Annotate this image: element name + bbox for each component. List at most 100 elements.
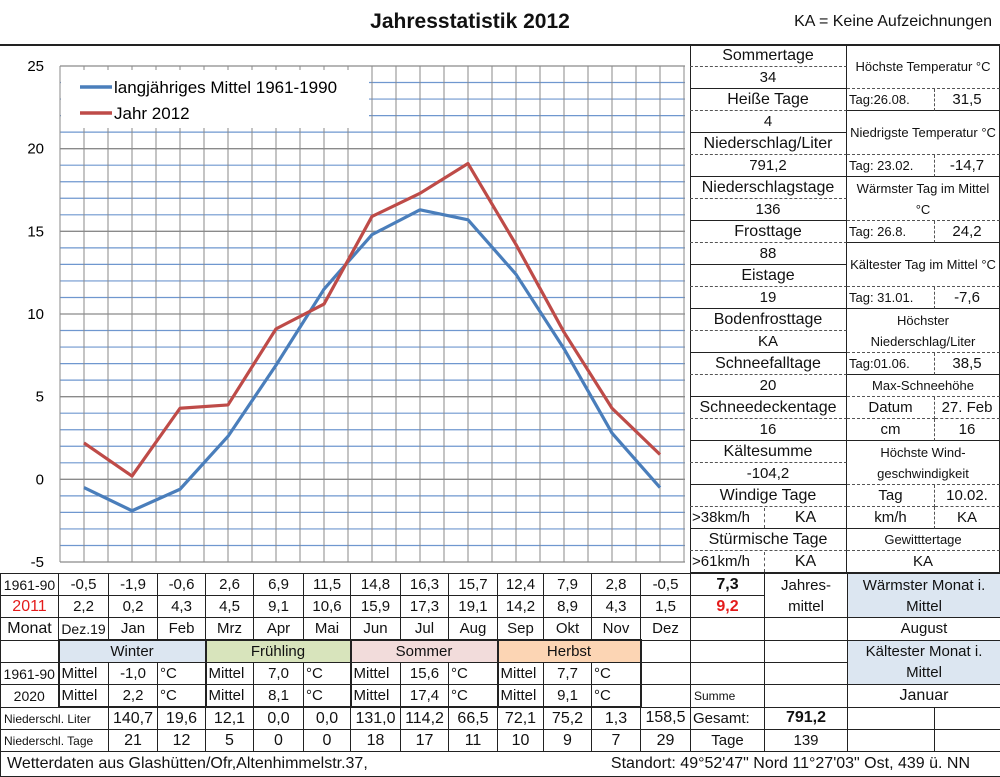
precip-value: 75,2 xyxy=(544,707,592,730)
stat-value: -104,2 xyxy=(690,463,847,485)
stat-label: Sommertage xyxy=(690,45,847,67)
precip-value: 1,3 xyxy=(592,707,641,730)
empty-cell xyxy=(691,663,765,685)
row-label-year: 2011 xyxy=(1,596,59,618)
precip-total: 791,2 xyxy=(765,707,848,730)
max-snow-date-label: Datum xyxy=(847,397,935,419)
annual-mean: 7,3 xyxy=(691,574,765,596)
max-wind-unit: km/h xyxy=(847,507,935,529)
y-tick-label: 25 xyxy=(27,58,44,75)
unit-label: °C xyxy=(449,663,498,685)
precip-value: 12,1 xyxy=(206,707,254,730)
season-mean: 7,0 xyxy=(254,663,304,685)
days-value: 5 xyxy=(206,730,254,752)
month-label: Sep xyxy=(498,618,544,641)
stat-value: 16 xyxy=(690,419,847,441)
stat-value: 136 xyxy=(690,199,847,221)
max-temp-label: Höchste Temperatur °C xyxy=(847,45,1000,89)
year-value: 8,9 xyxy=(544,596,592,618)
mean-value: 14,8 xyxy=(351,574,401,596)
empty-cell xyxy=(641,640,691,663)
season-year: 9,1 xyxy=(544,685,592,708)
precip-value: 114,2 xyxy=(401,707,449,730)
month-label: Mrz xyxy=(206,618,254,641)
days-value: 0 xyxy=(304,730,351,752)
month-label: Nov xyxy=(592,618,641,641)
max-temp-value: 31,5 xyxy=(935,89,1000,111)
season-row-label: 2020 xyxy=(1,685,59,708)
stat-value: 34 xyxy=(690,67,847,89)
max-wind-date: 10.02. xyxy=(935,485,1000,507)
stat-label: Stürmische Tage xyxy=(690,529,847,551)
max-wind-label: Höchste Wind-geschwindigkeit xyxy=(847,441,1000,485)
month-label: Jun xyxy=(351,618,401,641)
mean-value: 2,8 xyxy=(592,574,641,596)
season-year: 17,4 xyxy=(401,685,449,708)
month-label: Jul xyxy=(401,618,449,641)
stat-label: Frosttage xyxy=(690,221,847,243)
warmest-month-label: Wärmster Monat i. Mittel xyxy=(848,574,1000,618)
coldest-day-label: Kältester Tag im Mittel °C xyxy=(847,243,1000,287)
season-year: 8,1 xyxy=(254,685,304,708)
min-temp-date: Tag: 23.02. xyxy=(847,155,935,177)
y-tick-label: 15 xyxy=(27,223,44,240)
month-label: Dez xyxy=(641,618,691,641)
unit-label: °C xyxy=(304,685,351,708)
stat-label: Niederschlag/Liter xyxy=(690,133,847,155)
max-precip-date: Tag:01.06. xyxy=(847,353,935,375)
y-tick-label: 20 xyxy=(27,141,44,158)
precip-label: Niederschl. Liter xyxy=(1,707,109,730)
coldest-day-date: Tag: 31.01. xyxy=(847,287,935,309)
precip-value: 66,5 xyxy=(449,707,498,730)
unit-label: °C xyxy=(592,663,641,685)
mittel-label: Mittel xyxy=(498,685,544,708)
days-value: 0 xyxy=(254,730,304,752)
footer: Wetterdaten aus Glashütten/Ofr,Altenhimm… xyxy=(1,752,1000,777)
season-header: Sommer xyxy=(351,640,498,663)
mittel-label: Mittel xyxy=(206,685,254,708)
days-value: 10 xyxy=(498,730,544,752)
max-snow-value: 16 xyxy=(935,419,1000,441)
stat-value: 20 xyxy=(690,375,847,397)
days-value: 21 xyxy=(109,730,158,752)
empty-cell xyxy=(641,663,691,685)
empty-cell xyxy=(765,663,848,685)
stat-label: Heiße Tage xyxy=(690,89,847,111)
mittel-label: Mittel xyxy=(206,663,254,685)
legend-label: Jahr 2012 xyxy=(114,104,190,123)
row-label-month: Monat xyxy=(1,618,59,641)
empty-cell xyxy=(765,618,848,641)
year-value: 17,3 xyxy=(401,596,449,618)
month-label: Mai xyxy=(304,618,351,641)
stat-unit: >61km/h xyxy=(690,552,765,572)
summe-label: Summe xyxy=(691,685,765,708)
max-wind-date-label: Tag xyxy=(847,485,935,507)
month-label: Okt xyxy=(544,618,592,641)
empty-cell xyxy=(848,730,935,752)
precip-total-label: Gesamt: xyxy=(691,707,765,730)
unit-label: °C xyxy=(158,663,206,685)
mean-value: 7,9 xyxy=(544,574,592,596)
y-tick-label: 0 xyxy=(36,471,44,488)
min-temp-label: Niedrigste Temperatur °C xyxy=(847,111,1000,155)
coldest-month-label: Kältester Monat i. Mittel xyxy=(848,640,1000,685)
precip-value: 72,1 xyxy=(498,707,544,730)
empty-cell xyxy=(691,618,765,641)
warmest-day-date: Tag: 26.8. xyxy=(847,221,935,243)
stat-number: KA xyxy=(765,508,846,528)
unit-label: °C xyxy=(304,663,351,685)
empty-cell xyxy=(641,685,691,708)
coldest-month: Januar xyxy=(848,685,1000,708)
stat-label: Eistage xyxy=(690,265,847,287)
days-value: 11 xyxy=(449,730,498,752)
mean-value: 12,4 xyxy=(498,574,544,596)
year-value: 9,1 xyxy=(254,596,304,618)
empty-cell xyxy=(935,730,1000,752)
year-value: 10,6 xyxy=(304,596,351,618)
